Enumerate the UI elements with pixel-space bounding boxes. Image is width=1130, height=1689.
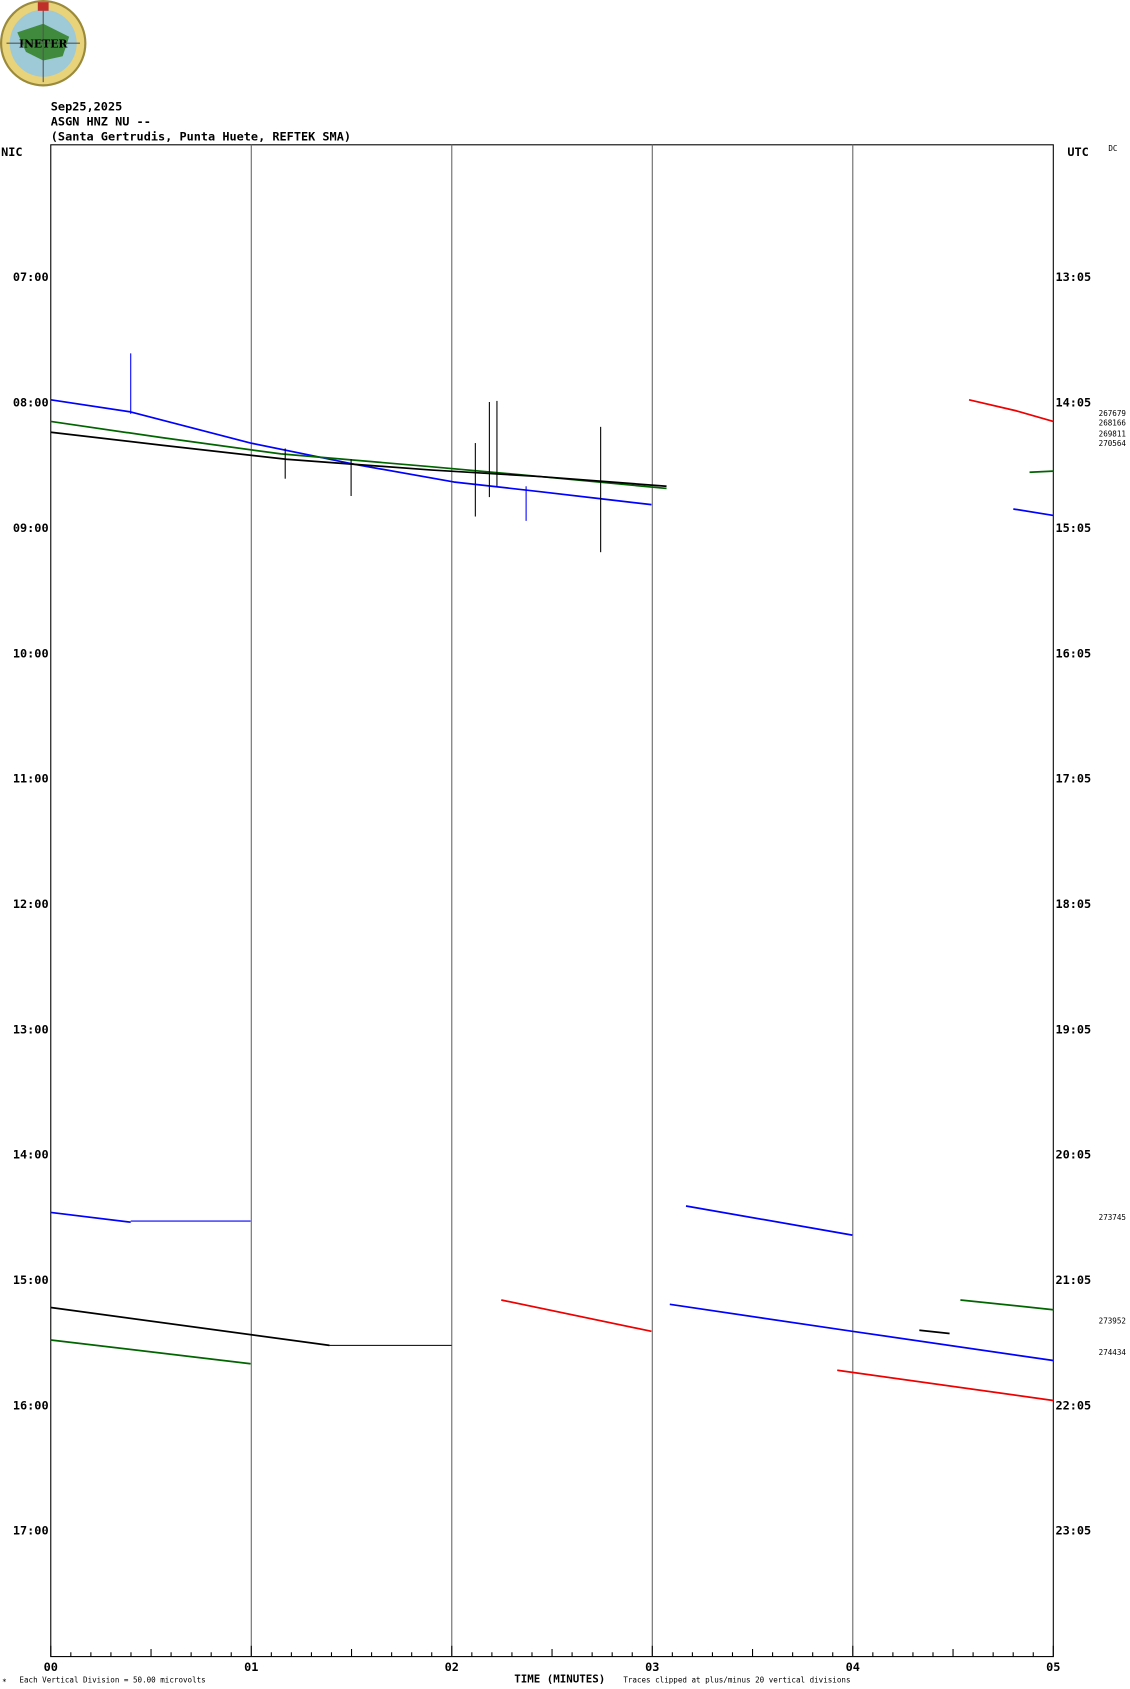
dc-value: 273745 (1099, 1213, 1126, 1222)
traces (50, 353, 1054, 1402)
left-zone: NIC (1, 145, 22, 159)
dc-value: 268166 (1099, 419, 1127, 428)
left-hour: 16:00 (13, 1398, 49, 1412)
logo: INETER (0, 0, 87, 87)
right-hour: 13:05 (1055, 270, 1091, 284)
footer-mark: * (2, 1678, 7, 1687)
dc-value: 273952 (1099, 1317, 1126, 1326)
left-hour: 13:00 (13, 1022, 49, 1036)
trace (50, 398, 652, 506)
minute-lines (250, 144, 854, 1657)
left-hour: 07:00 (13, 270, 49, 284)
trace (1029, 470, 1054, 474)
trace (919, 1329, 950, 1335)
left-hour: 08:00 (13, 396, 49, 410)
clip-note: Traces clipped at plus/minus 20 vertical… (623, 1675, 850, 1684)
right-zone: UTC (1067, 145, 1088, 159)
station: ASGN HNZ NU -- (51, 115, 151, 129)
trace (960, 1299, 1054, 1311)
dc-value: 270564 (1099, 439, 1127, 448)
left-hour: 15:00 (13, 1273, 49, 1287)
dc-label: DC (1108, 144, 1117, 153)
logo-text: INETER (19, 37, 68, 50)
right-hour: 16:05 (1055, 646, 1091, 660)
trace (1013, 508, 1054, 517)
right-hour: 17:05 (1055, 772, 1091, 786)
dc-value: 269811 (1099, 429, 1127, 438)
trace (50, 1339, 251, 1365)
left-hour: 14:00 (13, 1148, 49, 1162)
axis-title: TIME (MINUTES) (514, 1672, 605, 1685)
left-hour: 10:00 (13, 646, 49, 660)
minute-ticks (50, 1645, 1054, 1657)
trace (837, 1369, 1054, 1402)
trace (50, 1211, 131, 1224)
scale-note: Each Vertical Division = 50.00 microvolt… (19, 1675, 205, 1684)
trace (50, 431, 667, 488)
right-hour: 14:05 (1055, 396, 1091, 410)
right-hour: 23:05 (1055, 1524, 1091, 1538)
date: Sep25,2025 (51, 99, 122, 113)
x-label: 02 (445, 1660, 459, 1674)
right-hour: 19:05 (1055, 1022, 1091, 1036)
trace (501, 1299, 652, 1333)
right-hour: 15:05 (1055, 521, 1091, 535)
spikes (284, 400, 602, 553)
x-label: 04 (846, 1660, 860, 1674)
trace (669, 1303, 1054, 1362)
left-hour: 09:00 (13, 521, 49, 535)
dc-value: 274434 (1099, 1348, 1127, 1357)
x-label: 01 (244, 1660, 258, 1674)
trace (968, 398, 1054, 423)
x-label: 03 (645, 1660, 659, 1674)
left-hour: 17:00 (13, 1524, 49, 1538)
location: (Santa Gertrudis, Punta Huete, REFTEK SM… (51, 130, 351, 144)
right-hour: 20:05 (1055, 1148, 1091, 1162)
right-hour: 22:05 (1055, 1398, 1091, 1412)
dc-value: 267679 (1099, 409, 1127, 418)
labels: 00 01 02 03 04 05 07:00 13:05 08:00 14:05 09:00 15:… (13, 270, 1127, 1674)
left-hour: 12:00 (13, 897, 49, 911)
plot-frame (50, 144, 1054, 1658)
x-label: 00 (44, 1660, 58, 1674)
x-label: 05 (1046, 1660, 1060, 1674)
left-hour: 11:00 (13, 772, 49, 786)
right-hour: 18:05 (1055, 897, 1091, 911)
trace (50, 1306, 330, 1347)
right-hour: 21:05 (1055, 1273, 1091, 1287)
trace (685, 1205, 853, 1236)
